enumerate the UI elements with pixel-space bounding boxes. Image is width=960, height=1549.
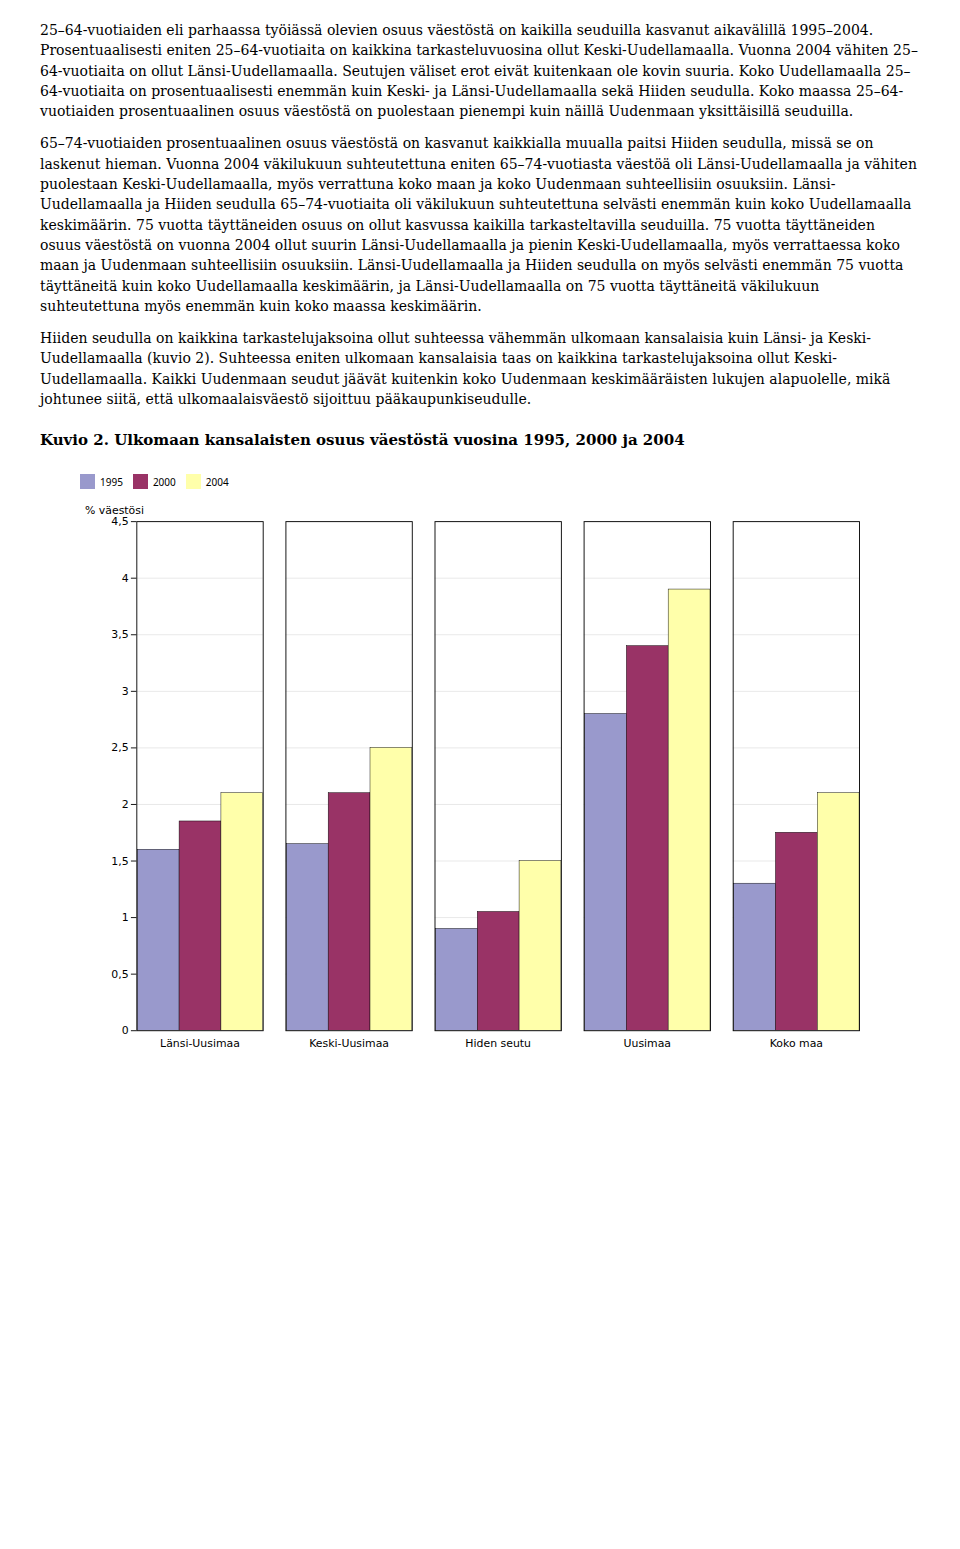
svg-text:1,5: 1,5 [111,855,128,868]
html-text:25–64-vuotiaiden eli parhaassa: 25–64-vuotiaiden eli parhaassa työiässä … [40,22,918,120]
html-text:Hiiden seudulla on kaikkina ta: Hiiden seudulla on kaikkina tarkasteluja… [40,330,891,407]
html-text:2004: 2004 [205,474,229,489]
svg-text:2,5: 2,5 [111,742,128,755]
svg-text:Länsi-Uusimaa: Länsi-Uusimaa [160,1037,240,1050]
svg-text:% väestösi: % väestösi [85,504,144,517]
svg-text:1: 1 [122,911,129,924]
svg-text:4: 4 [122,572,129,585]
html-text:1995: 1995 [100,474,123,489]
html-text:65–74-vuotiaiden prosentuaalin: 65–74-vuotiaiden prosentuaalinen osuus v… [40,135,917,314]
svg-text:3: 3 [122,685,129,698]
html-text:2000: 2000 [152,474,176,489]
svg-text:Uusimaa: Uusimaa [624,1037,672,1050]
svg-text:4,5: 4,5 [111,515,128,528]
svg-text:3,5: 3,5 [111,629,128,642]
svg-text:0,5: 0,5 [111,968,128,981]
svg-text:0: 0 [122,1025,129,1038]
svg-text:Keski-Uusimaa: Keski-Uusimaa [309,1037,389,1050]
html-text:Kuvio 2. Ulkomaan kansalaisten: Kuvio 2. Ulkomaan kansalaisten osuus väe… [40,431,685,450]
svg-text:2: 2 [122,798,129,811]
svg-text:Koko maa: Koko maa [770,1037,823,1050]
svg-text:Hiden seutu: Hiden seutu [465,1037,531,1050]
